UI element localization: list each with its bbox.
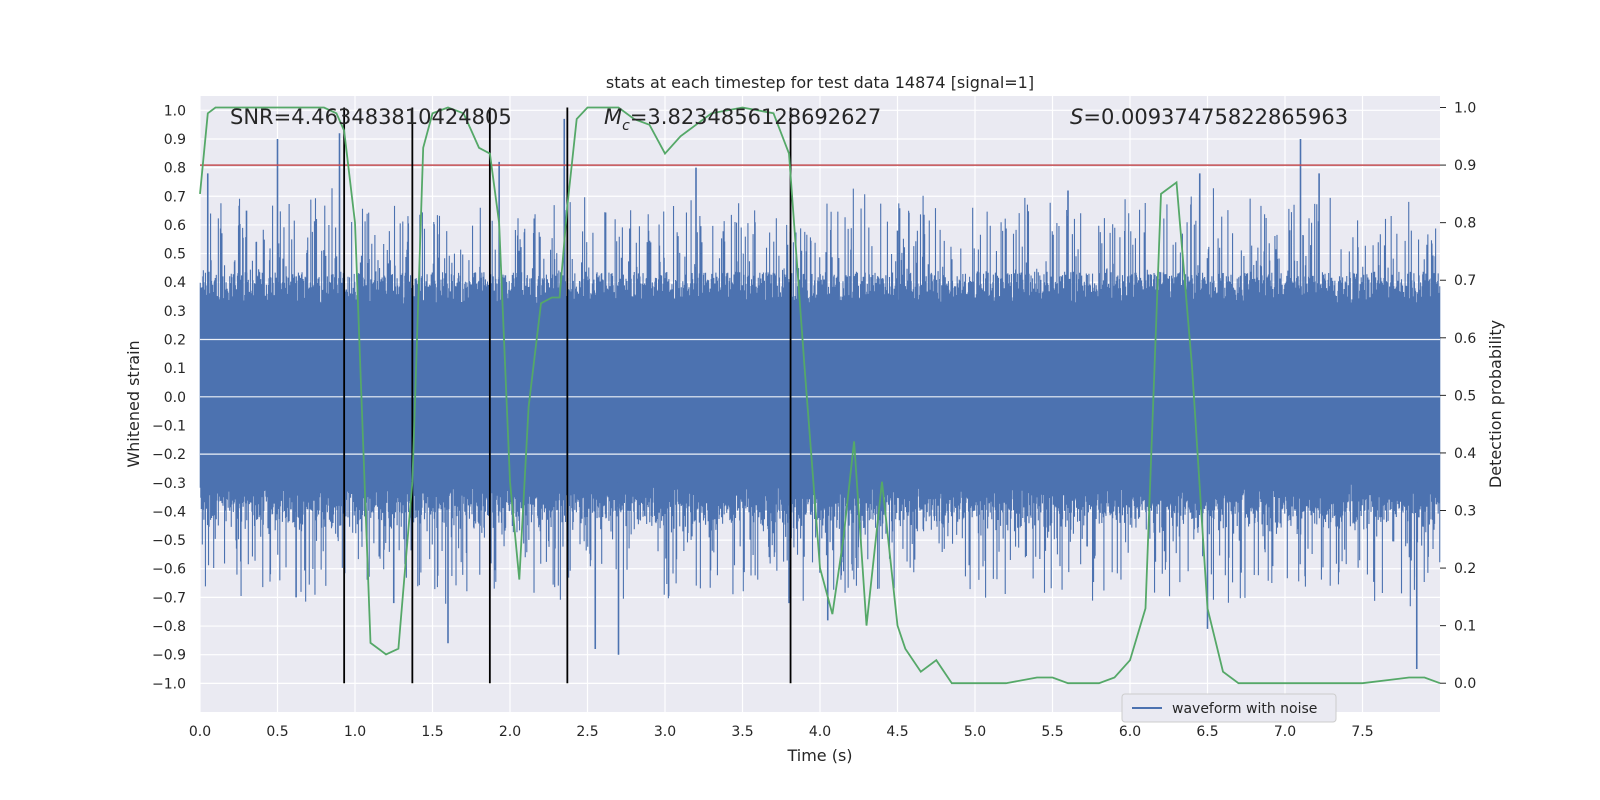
y-left-tick-label: 0.0 bbox=[164, 390, 186, 406]
y-right-tick-label: 0.2 bbox=[1454, 561, 1476, 577]
x-axis-label: Time (s) bbox=[786, 746, 852, 765]
waveform-series bbox=[199, 118, 1441, 670]
x-tick-label: 1.5 bbox=[421, 724, 443, 740]
y-left-tick-label: 0.9 bbox=[164, 132, 186, 148]
y-left-tick-label: 0.3 bbox=[164, 304, 186, 320]
y-right-tick-label: 0.8 bbox=[1454, 216, 1476, 232]
legend-label: waveform with noise bbox=[1172, 701, 1317, 717]
probability-series bbox=[199, 106, 1441, 685]
y-left-tick-label: −0.7 bbox=[152, 590, 186, 606]
y-left-tick-label: −0.5 bbox=[152, 533, 186, 549]
y-left-tick-label: 0.5 bbox=[164, 247, 186, 263]
y-left-tick-label: 0.8 bbox=[164, 161, 186, 177]
y-right-tick-label: 0.4 bbox=[1454, 446, 1476, 462]
mc-annotation: Mc=3.8234856128692627 bbox=[604, 105, 881, 134]
x-tick-label: 3.5 bbox=[731, 724, 753, 740]
x-tick-label: 2.5 bbox=[576, 724, 598, 740]
y-right-tick-label: 0.1 bbox=[1454, 619, 1476, 635]
x-axis-ticks: 0.0 0.5 1.0 1.5 2.0 2.5 3.0 3.5 4.0 4.5 5.0 5.5 6.0 6… bbox=[189, 724, 1374, 740]
y-left-tick-label: −0.4 bbox=[152, 504, 186, 520]
y-left-tick-label: 1.0 bbox=[164, 103, 186, 119]
x-tick-label: 7.0 bbox=[1274, 724, 1296, 740]
y-right-tick-label: 0.7 bbox=[1454, 273, 1476, 289]
y-left-axis-label: Whitened strain bbox=[124, 340, 143, 467]
x-tick-label: 5.0 bbox=[964, 724, 986, 740]
y-left-tick-label: 0.2 bbox=[164, 333, 186, 349]
y-right-tick-label: 0.3 bbox=[1454, 504, 1476, 520]
y-right-tick-label: 0.6 bbox=[1454, 331, 1476, 347]
y-left-tick-label: −0.1 bbox=[152, 418, 186, 434]
y-right-tick-label: 1.0 bbox=[1454, 101, 1476, 117]
y-right-tick-label: 0.9 bbox=[1454, 158, 1476, 174]
x-tick-label: 0.5 bbox=[266, 724, 288, 740]
y-right-tick-label: 0.0 bbox=[1454, 676, 1476, 692]
y-right-axis-label: Detection probability bbox=[1486, 320, 1505, 488]
x-tick-label: 7.5 bbox=[1351, 724, 1373, 740]
x-tick-label: 0.0 bbox=[189, 724, 211, 740]
x-tick-label: 6.0 bbox=[1119, 724, 1141, 740]
y-left-axis-ticks: 1.0 0.9 0.8 0.7 0.6 0.5 0.4 0.3 0.2 0.1 0.0 −0.1 −0.… bbox=[152, 103, 186, 692]
chart-title: stats at each timestep for test data 148… bbox=[606, 73, 1034, 92]
y-right-tick-label: 0.5 bbox=[1454, 388, 1476, 404]
y-left-tick-label: −1.0 bbox=[152, 676, 186, 692]
x-tick-label: 2.0 bbox=[499, 724, 521, 740]
x-tick-label: 1.0 bbox=[344, 724, 366, 740]
y-left-tick-label: −0.6 bbox=[152, 562, 186, 578]
legend-box bbox=[1121, 693, 1337, 723]
x-tick-label: 3.0 bbox=[654, 724, 676, 740]
y-right-axis-ticks: 1.0 0.9 0.8 0.7 0.6 0.5 0.4 0.3 0.2 0.1 0.0 bbox=[1440, 101, 1476, 692]
snr-annotation: SNR=4.463483810424805 bbox=[230, 105, 512, 129]
x-tick-label: 4.5 bbox=[886, 724, 908, 740]
y-left-tick-label: −0.2 bbox=[152, 447, 186, 463]
legend: waveform with noise bbox=[1121, 693, 1337, 723]
probability-line bbox=[199, 106, 1441, 685]
s-annotation: S=0.00937475822865963 bbox=[1070, 105, 1348, 129]
y-left-tick-label: 0.4 bbox=[164, 275, 186, 291]
y-left-tick-label: 0.7 bbox=[164, 189, 186, 205]
x-tick-label: 6.5 bbox=[1196, 724, 1218, 740]
x-tick-label: 4.0 bbox=[809, 724, 831, 740]
y-left-tick-label: −0.8 bbox=[152, 619, 186, 635]
y-left-tick-label: 0.6 bbox=[164, 218, 186, 234]
y-left-tick-label: 0.1 bbox=[164, 361, 186, 377]
y-left-tick-label: −0.9 bbox=[152, 648, 186, 664]
y-left-tick-label: −0.3 bbox=[152, 476, 186, 492]
x-tick-label: 5.5 bbox=[1041, 724, 1063, 740]
